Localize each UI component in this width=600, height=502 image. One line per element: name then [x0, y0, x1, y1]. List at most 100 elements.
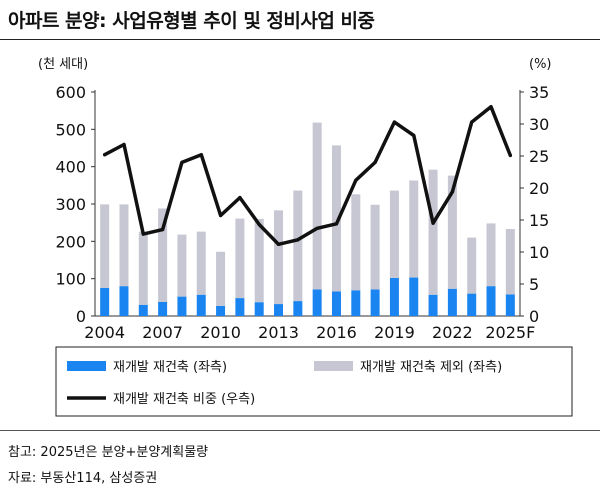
left-tick-label: 200 — [55, 232, 86, 251]
share-line — [102, 104, 513, 247]
share-point-2024 — [489, 105, 493, 109]
share-point-2012 — [257, 222, 261, 227]
bar-redev-2012 — [254, 302, 264, 316]
right-tick-label: 15 — [529, 211, 549, 230]
bar-layer — [100, 122, 515, 316]
bar-redev-2010 — [216, 305, 226, 316]
bar-redev-2004 — [100, 288, 110, 316]
bar-nonredev-2015 — [312, 122, 322, 290]
tick-labels: 0 100 200 300 400 500 600 0 5 10 15 20 25 30 35 2004 200… — [55, 83, 549, 342]
bar-nonredev-2019 — [389, 190, 399, 278]
bar-nonredev-2006 — [138, 231, 148, 305]
left-tick-label: 100 — [55, 270, 86, 289]
bar-nonredev-2005 — [119, 204, 129, 287]
legend-swatch-redev — [67, 361, 106, 371]
share-point-2016 — [334, 222, 339, 226]
bar-nonredev-2021 — [428, 169, 438, 295]
share-point-2004 — [103, 153, 107, 157]
share-point-2014 — [296, 238, 300, 242]
x-tick-label: 2019 — [374, 323, 415, 342]
share-point-2013 — [276, 242, 281, 246]
legend-label-nonredev: 재개발 재건축 제외 (좌측) — [360, 360, 502, 375]
right-tick-label: 35 — [529, 83, 549, 102]
bar-redev-2022 — [447, 288, 457, 316]
share-point-2018 — [373, 160, 377, 164]
bar-nonredev-2017 — [351, 194, 361, 291]
bar-redev-2020 — [409, 277, 419, 316]
x-tick-label: 2013 — [258, 323, 299, 342]
bar-redev-2008 — [177, 296, 187, 316]
bar-nonredev-2008 — [177, 234, 187, 297]
right-tick-label: 5 — [529, 275, 539, 294]
left-axis-unit-label: (천 세대) — [38, 57, 88, 72]
bar-nonredev-2014 — [293, 190, 303, 302]
right-axis-unit-label: (%) — [529, 57, 552, 72]
chart-area: (천 세대) (%) 01002003004005006000510152025… — [38, 57, 573, 417]
share-point-2022 — [450, 190, 454, 194]
share-point-2006 — [141, 232, 145, 236]
share-point-2010 — [218, 213, 223, 218]
bar-nonredev-2020 — [409, 180, 419, 278]
share-point-2017 — [354, 178, 358, 182]
share-point-2015 — [315, 226, 319, 230]
bar-nonredev-2024 — [486, 223, 496, 287]
left-tick-label: 500 — [55, 120, 86, 139]
bar-nonredev-2013 — [274, 210, 284, 305]
bar-nonredev-2011 — [235, 218, 245, 299]
source-text: 자료: 부동산114, 삼성증권 — [8, 471, 158, 486]
left-tick-label: 300 — [55, 195, 86, 214]
bar-nonredev-2018 — [370, 204, 380, 290]
bar-nonredev-2023 — [467, 237, 477, 294]
left-tick-label: 0 — [76, 307, 86, 326]
bar-redev-2006 — [138, 304, 148, 316]
bar-redev-2016 — [331, 291, 341, 316]
x-tick-label: 2025F — [485, 323, 535, 342]
axis-lines — [91, 90, 524, 317]
left-tick-label: 400 — [55, 158, 86, 177]
right-tick-label: 0 — [529, 307, 539, 326]
share-point-2023 — [470, 120, 474, 124]
x-tick-label: 2007 — [142, 323, 183, 342]
legend-label-share: 재개발 재건축 비중 (우측) — [113, 392, 255, 407]
share-point-2025F — [508, 153, 512, 157]
share-point-2005 — [122, 142, 126, 147]
share-point-2007 — [161, 228, 165, 232]
bar-nonredev-2010 — [216, 251, 226, 306]
legend-box — [55, 346, 573, 417]
bar-nonredev-2004 — [100, 204, 110, 288]
share-point-2011 — [238, 196, 242, 200]
x-tick-label: 2016 — [316, 323, 357, 342]
bar-redev-2019 — [389, 277, 399, 316]
bar-redev-2017 — [351, 290, 361, 316]
chart-title: 아파트 분양: 사업유형별 추이 및 정비사업 비중 — [8, 10, 375, 32]
notes: 참고: 2025년은 분양+분양계획물량 자료: 부동산114, 삼성증권 — [8, 440, 208, 492]
bar-redev-2014 — [293, 301, 303, 316]
bar-nonredev-2025F — [505, 229, 515, 295]
legend-swatch-nonredev — [314, 361, 353, 371]
right-tick-label: 30 — [529, 115, 549, 134]
bar-nonredev-2007 — [158, 208, 168, 302]
bar-redev-2018 — [370, 289, 380, 316]
notes-divider — [0, 430, 600, 431]
x-tick-label: 2010 — [200, 323, 241, 342]
bar-redev-2005 — [119, 286, 129, 316]
bar-redev-2024 — [486, 286, 496, 316]
bar-nonredev-2022 — [447, 175, 457, 289]
right-tick-label: 25 — [529, 147, 549, 166]
bar-nonredev-2009 — [196, 231, 206, 295]
share-point-2008 — [180, 160, 184, 164]
bar-redev-2011 — [235, 298, 245, 316]
bar-nonredev-2012 — [254, 218, 264, 303]
bar-redev-2025F — [505, 294, 515, 316]
title-divider — [0, 39, 600, 40]
bar-nonredev-2016 — [331, 145, 341, 292]
bar-redev-2013 — [274, 304, 284, 316]
bar-redev-2015 — [312, 289, 322, 316]
bar-redev-2007 — [158, 301, 168, 316]
x-tick-label: 2022 — [432, 323, 473, 342]
right-tick-label: 20 — [529, 179, 549, 198]
bar-redev-2021 — [428, 294, 438, 316]
bar-redev-2023 — [467, 293, 477, 316]
legend-label-redev: 재개발 재건축 (좌측) — [113, 360, 227, 375]
right-tick-label: 10 — [529, 243, 549, 262]
